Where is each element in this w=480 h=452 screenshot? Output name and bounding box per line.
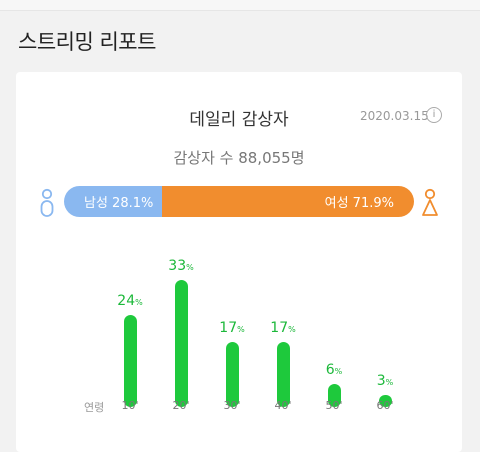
- age-bar-column: 33%: [151, 258, 211, 407]
- age-bar: [276, 342, 290, 407]
- age-bar: [327, 384, 341, 407]
- report-date: 2020.03.15: [360, 109, 429, 123]
- x-tick-label: 40': [274, 399, 292, 412]
- age-bar: [123, 315, 137, 407]
- card-title: 데일리 감상자: [189, 110, 289, 130]
- bar-value-label: 6%: [325, 362, 343, 378]
- age-bar: [174, 280, 188, 407]
- age-bar-column: 6%: [304, 362, 364, 407]
- x-tick-label: 20': [172, 399, 190, 412]
- age-bar-column: 17%: [202, 320, 262, 407]
- male-icon: [40, 188, 54, 217]
- gender-ratio-bar: 남성 28.1% 여성 71.9%: [64, 186, 414, 217]
- daily-listeners-card: 데일리 감상자 2020.03.15 i 감상자 수 88,055명 남성 28…: [16, 72, 462, 452]
- bar-value-label: 17%: [270, 320, 296, 336]
- age-bar: [225, 342, 239, 407]
- age-bar-column: 24%: [100, 293, 160, 407]
- bar-value-label: 24%: [117, 293, 143, 309]
- top-bar: [0, 0, 480, 11]
- x-tick-label: 60': [376, 399, 394, 412]
- section-title: 스트리밍 리포트: [18, 30, 156, 54]
- age-bar: [378, 395, 392, 407]
- bar-value-label: 3%: [376, 373, 394, 389]
- female-icon: [422, 188, 438, 216]
- male-segment: 남성 28.1%: [64, 186, 163, 217]
- x-tick-label: 30': [223, 399, 241, 412]
- x-tick-label: 50': [325, 399, 343, 412]
- x-tick-label: 10': [121, 399, 139, 412]
- bar-value-label: 17%: [219, 320, 245, 336]
- info-icon[interactable]: i: [426, 107, 442, 123]
- total-listeners: 감상자 수 88,055명: [173, 149, 305, 167]
- age-distribution-chart: 24% 33% 17% 17% 6% 3%: [16, 232, 462, 407]
- bar-value-label: 33%: [168, 258, 194, 274]
- x-axis-label: 연령: [84, 401, 105, 414]
- female-segment: 여성 71.9%: [162, 186, 414, 217]
- age-bar-column: 17%: [253, 320, 313, 407]
- age-bar-column: 3%: [355, 373, 415, 407]
